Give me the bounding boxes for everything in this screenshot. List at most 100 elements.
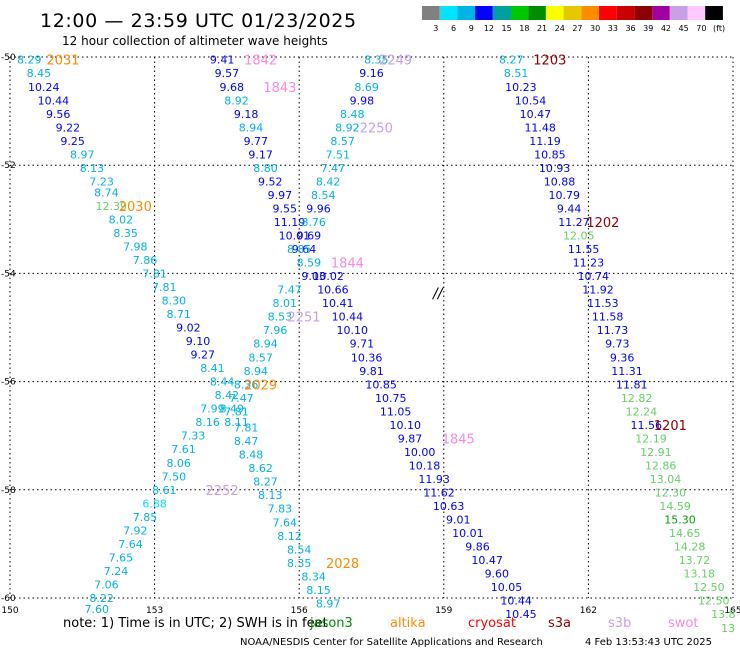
swh-value: 8.53 <box>268 311 293 324</box>
swh-value: 8.92 <box>224 94 249 107</box>
swh-value: 10.63 <box>433 500 465 513</box>
y-tick-label: -56 <box>1 378 16 388</box>
swh-value: 7.81 <box>224 405 249 418</box>
swh-value: 10.75 <box>375 392 407 405</box>
swh-value: 12.91 <box>640 446 672 459</box>
swh-value: 11.62 <box>423 487 455 500</box>
swh-value: 8.35 <box>113 227 138 240</box>
swh-value: 7.47 <box>229 392 254 405</box>
swh-value: 10.47 <box>471 554 503 567</box>
swh-value: 7.51 <box>326 148 351 161</box>
swh-value: 9.87 <box>398 432 423 445</box>
pass-number-label: 2252 <box>206 484 239 499</box>
x-tick-label: 165 <box>724 606 740 616</box>
axis-tick-labels: 150 153 156 159 162 165 -50 -52 -54 -56 -58 -60 <box>1 53 740 616</box>
swh-value: 11.31 <box>611 365 643 378</box>
swh-value: 11.19 <box>274 216 306 229</box>
swh-value: 9.60 <box>485 568 510 581</box>
swh-value: 11.48 <box>524 121 556 134</box>
swh-value: 11.73 <box>597 324 629 337</box>
swh-value: 11.93 <box>418 473 450 486</box>
swh-value: 8.62 <box>248 462 273 475</box>
swh-value: 8.54 <box>311 189 336 202</box>
swh-value: 10.24 <box>28 81 60 94</box>
swh-value: 8.15 <box>306 584 331 597</box>
swh-value: 7.33 <box>181 430 206 443</box>
swh-value: 10.02 <box>312 270 344 283</box>
swh-value: 8.16 <box>195 416 220 429</box>
swh-value: 8.27 <box>499 54 524 67</box>
swh-value: 12.82 <box>621 392 653 405</box>
pass-number-label: 1842 <box>244 54 277 69</box>
pass-number-label: 2028 <box>326 557 359 572</box>
x-tick-label: 159 <box>435 606 452 616</box>
swh-value: 10.66 <box>317 284 349 297</box>
swh-value: 12.39 <box>95 200 127 213</box>
swh-value: 8.22 <box>89 592 114 605</box>
pass-number-label: 2031 <box>46 54 79 69</box>
swh-value: 9.81 <box>359 365 384 378</box>
swh-value: 7.60 <box>85 603 110 616</box>
swh-value: 12.30 <box>655 487 687 500</box>
swh-value: 11.56 <box>630 419 662 432</box>
y-tick-label: -52 <box>1 161 16 171</box>
swh-value: 7.81 <box>142 267 167 280</box>
colorbar-swatch <box>581 6 599 20</box>
x-tick-label: 153 <box>146 606 163 616</box>
swh-value: 7.64 <box>118 538 143 551</box>
footer-source: NOAA/NESDIS Center for Satellite Applica… <box>240 637 543 648</box>
colorbar-label: 70 <box>696 24 706 33</box>
swh-value: 7.92 <box>123 524 148 537</box>
swh-value: 10.10 <box>389 419 421 432</box>
swh-value: 9.18 <box>234 108 259 121</box>
swh-value: 10.44 <box>38 94 70 107</box>
swh-value: 8.80 <box>253 162 278 175</box>
swh-value: 7.47 <box>277 284 302 297</box>
swh-value: 10.85 <box>534 148 566 161</box>
swh-value: 7.64 <box>272 516 297 529</box>
swh-value: 12.50 <box>698 595 730 608</box>
swh-value: 7.47 <box>321 162 346 175</box>
swh-value: 10.44 <box>500 595 532 608</box>
swh-value: 8.57 <box>248 351 273 364</box>
colorbar-swatch <box>475 6 493 20</box>
swh-value: 9.56 <box>46 108 71 121</box>
swh-value: 9.96 <box>306 202 331 215</box>
swh-value: 10.47 <box>520 108 552 121</box>
swh-value: 9.36 <box>610 351 635 364</box>
swh-value: 8.27 <box>253 476 278 489</box>
swh-value: 11.19 <box>529 135 561 148</box>
swh-value: 7.23 <box>89 175 114 188</box>
colorbar-label: 6 <box>451 24 456 33</box>
colorbar-swatch <box>705 6 723 20</box>
swh-value: 7.81 <box>152 281 177 294</box>
swh-value: 9.01 <box>446 514 471 527</box>
swh-value: 11.81 <box>616 378 648 391</box>
colorbar-label: (ft) <box>713 24 725 33</box>
swh-value: 10.45 <box>505 608 537 621</box>
satellite-legend-cryosat: cryosat <box>468 616 516 631</box>
swh-value: 8.42 <box>215 389 240 402</box>
swh-value: 8.47 <box>234 435 259 448</box>
colorbar-swatch <box>528 6 546 20</box>
swh-value: 8.12 <box>277 530 302 543</box>
swh-value: 9.44 <box>557 202 582 215</box>
colorbar-label: 12 <box>484 24 494 33</box>
swh-value: 12.50 <box>693 581 725 594</box>
colorbar-swatch <box>422 6 440 20</box>
swh-value: 11.55 <box>568 243 600 256</box>
swh-value: 9.77 <box>244 135 269 148</box>
swh-value: 10.44 <box>332 311 364 324</box>
swh-value: 7.98 <box>123 240 148 253</box>
swh-value: 9.02 <box>176 322 201 335</box>
swh-value: 7.96 <box>263 324 288 337</box>
colorbar-label: 36 <box>625 24 635 33</box>
swh-value: 10.00 <box>404 446 436 459</box>
satellite-legend-s3b: s3b <box>608 616 631 631</box>
swh-value: 10.05 <box>491 581 523 594</box>
swh-value: 9.71 <box>350 338 375 351</box>
swh-value: 8.94 <box>239 121 264 134</box>
swh-value: 8.13 <box>80 162 105 175</box>
colorbar-label: 27 <box>572 24 582 33</box>
swh-value: 14.65 <box>669 527 701 540</box>
